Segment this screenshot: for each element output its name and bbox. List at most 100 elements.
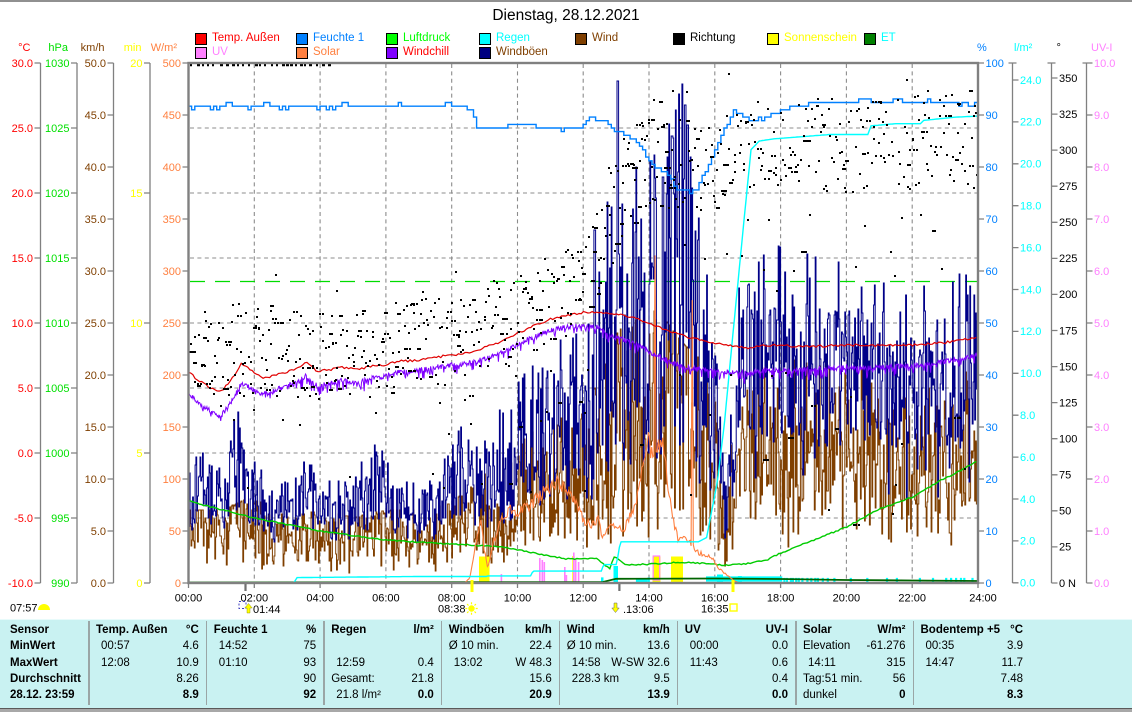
- svg-text:100: 100: [1059, 434, 1077, 446]
- svg-text:l/m²: l/m²: [1014, 42, 1033, 54]
- svg-text:350: 350: [1059, 73, 1077, 85]
- svg-text:150: 150: [1059, 361, 1077, 373]
- svg-text:80: 80: [986, 162, 998, 174]
- svg-text:300: 300: [163, 266, 181, 278]
- svg-text:%: %: [977, 42, 987, 54]
- svg-text:50: 50: [1059, 506, 1071, 518]
- svg-text:4.0: 4.0: [1020, 494, 1035, 506]
- svg-text:8.0: 8.0: [1094, 162, 1109, 174]
- svg-text:10.0: 10.0: [85, 474, 106, 486]
- svg-text:N: N: [1068, 578, 1076, 590]
- svg-text:24.0: 24.0: [1020, 75, 1041, 87]
- svg-text:500: 500: [163, 58, 181, 70]
- svg-text:450: 450: [163, 110, 181, 122]
- svg-text:0: 0: [1059, 578, 1065, 590]
- svg-text:1.0: 1.0: [1094, 526, 1109, 538]
- svg-text:1005: 1005: [45, 383, 69, 395]
- svg-text:70: 70: [986, 214, 998, 226]
- svg-text:22.0: 22.0: [1020, 117, 1041, 129]
- svg-text:45.0: 45.0: [85, 110, 106, 122]
- svg-text:250: 250: [1059, 217, 1077, 229]
- svg-text:1030: 1030: [45, 58, 69, 70]
- svg-text:300: 300: [1059, 145, 1077, 157]
- svg-text:10:00: 10:00: [504, 593, 532, 605]
- svg-text:1000: 1000: [45, 448, 69, 460]
- svg-text:125: 125: [1059, 397, 1077, 409]
- svg-text:5.0: 5.0: [18, 383, 33, 395]
- svg-text:24:00: 24:00: [969, 593, 997, 605]
- svg-text:200: 200: [163, 370, 181, 382]
- svg-text:10: 10: [986, 526, 998, 538]
- svg-text:00:00: 00:00: [175, 593, 203, 605]
- svg-text:10.0: 10.0: [1094, 58, 1115, 70]
- svg-text:-10.0: -10.0: [8, 578, 33, 590]
- svg-text:W/m²: W/m²: [151, 42, 178, 54]
- svg-text:14:00: 14:00: [635, 593, 663, 605]
- svg-text:8.0: 8.0: [1020, 410, 1035, 422]
- svg-text:25.0: 25.0: [12, 123, 33, 135]
- svg-text:1010: 1010: [45, 318, 69, 330]
- svg-text:15.0: 15.0: [85, 422, 106, 434]
- svg-text:25: 25: [1059, 542, 1071, 554]
- svg-text:100: 100: [986, 58, 1004, 70]
- svg-text:hPa: hPa: [48, 42, 68, 54]
- svg-text:1025: 1025: [45, 123, 69, 135]
- svg-text:07:57: 07:57: [10, 603, 38, 615]
- svg-text:400: 400: [163, 162, 181, 174]
- svg-text:20: 20: [130, 58, 142, 70]
- svg-text:3.0: 3.0: [1094, 422, 1109, 434]
- svg-text:7.0: 7.0: [1094, 214, 1109, 226]
- svg-text:50: 50: [986, 318, 998, 330]
- svg-text:5.0: 5.0: [1094, 318, 1109, 330]
- svg-text:1020: 1020: [45, 188, 69, 200]
- svg-text:9.0: 9.0: [1094, 110, 1109, 122]
- svg-text:40: 40: [986, 370, 998, 382]
- svg-text:225: 225: [1059, 253, 1077, 265]
- svg-text:35.0: 35.0: [85, 214, 106, 226]
- svg-text:50.0: 50.0: [85, 58, 106, 70]
- svg-text:UV-I: UV-I: [1091, 42, 1112, 54]
- svg-text:40.0: 40.0: [85, 162, 106, 174]
- svg-text:0.0: 0.0: [91, 578, 106, 590]
- svg-text:14.0: 14.0: [1020, 284, 1041, 296]
- svg-text:06:00: 06:00: [372, 593, 400, 605]
- svg-text:01:44: 01:44: [253, 604, 281, 616]
- svg-text:12.0: 12.0: [1020, 326, 1041, 338]
- svg-text:100: 100: [163, 474, 181, 486]
- svg-text:325: 325: [1059, 109, 1077, 121]
- svg-text:200: 200: [1059, 289, 1077, 301]
- svg-text:18:00: 18:00: [767, 593, 795, 605]
- svg-text:20.0: 20.0: [85, 370, 106, 382]
- svg-text:°C: °C: [18, 42, 30, 54]
- svg-text:15.0: 15.0: [12, 253, 33, 265]
- svg-text:.13:06: .13:06: [623, 604, 654, 616]
- svg-text:30: 30: [986, 422, 998, 434]
- svg-text:10.0: 10.0: [1020, 368, 1041, 380]
- svg-text:60: 60: [986, 266, 998, 278]
- svg-text:275: 275: [1059, 181, 1077, 193]
- svg-text:02:00: 02:00: [241, 593, 269, 605]
- svg-text:2.0: 2.0: [1020, 536, 1035, 548]
- svg-text:0.0: 0.0: [18, 448, 33, 460]
- svg-text:5.0: 5.0: [91, 526, 106, 538]
- svg-text:20: 20: [986, 474, 998, 486]
- svg-text:10: 10: [130, 318, 142, 330]
- svg-text:1015: 1015: [45, 253, 69, 265]
- svg-text:15: 15: [130, 188, 142, 200]
- svg-text:04:00: 04:00: [306, 593, 334, 605]
- svg-text:22:00: 22:00: [898, 593, 926, 605]
- svg-text:75: 75: [1059, 470, 1071, 482]
- svg-text:150: 150: [163, 422, 181, 434]
- svg-text:°: °: [1057, 42, 1061, 54]
- svg-text:12:00: 12:00: [569, 593, 597, 605]
- svg-text:6.0: 6.0: [1020, 452, 1035, 464]
- svg-text:30.0: 30.0: [85, 266, 106, 278]
- svg-text:175: 175: [1059, 325, 1077, 337]
- svg-text:20.0: 20.0: [12, 188, 33, 200]
- svg-text:0.0: 0.0: [1094, 578, 1109, 590]
- svg-text:90: 90: [986, 110, 998, 122]
- svg-text:50: 50: [169, 526, 181, 538]
- svg-text:min: min: [124, 42, 142, 54]
- svg-text:4.0: 4.0: [1094, 370, 1109, 382]
- svg-text:2.0: 2.0: [1094, 474, 1109, 486]
